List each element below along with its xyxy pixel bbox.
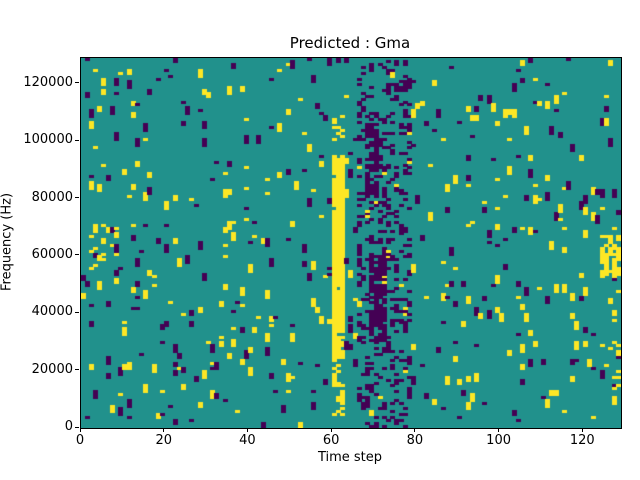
- x-tick-label: 100: [486, 433, 511, 448]
- y-tick-label: 0: [64, 419, 73, 434]
- heatmap-canvas: [81, 58, 621, 428]
- x-tick-mark: [163, 428, 165, 432]
- y-tick-mark: [75, 254, 79, 256]
- y-tick-mark: [75, 82, 79, 84]
- x-tick-mark: [498, 428, 500, 432]
- y-tick-mark: [75, 426, 79, 428]
- x-tick-mark: [414, 428, 416, 432]
- y-axis-label: Frequency (Hz): [0, 192, 15, 292]
- x-tick-mark: [79, 428, 81, 432]
- x-tick-mark: [330, 428, 332, 432]
- y-tick-label: 60000: [31, 246, 73, 262]
- x-tick-mark: [246, 428, 248, 432]
- y-tick-mark: [75, 311, 79, 313]
- y-tick-mark: [75, 369, 79, 371]
- x-tick-label: 60: [322, 433, 340, 448]
- y-tick-label: 40000: [31, 304, 73, 320]
- x-axis-label: Time step: [317, 450, 383, 465]
- y-tick-label: 20000: [31, 361, 73, 377]
- x-tick-label: 40: [239, 433, 256, 448]
- x-tick-mark: [581, 428, 583, 432]
- x-tick-label: 120: [569, 433, 595, 448]
- x-tick-label: 0: [75, 433, 85, 448]
- y-tick-mark: [75, 197, 79, 199]
- x-tick-label: 20: [155, 433, 172, 448]
- plot-area: [80, 57, 622, 429]
- y-tick-label: 100000: [23, 132, 73, 148]
- x-tick-label: 80: [406, 433, 424, 448]
- y-tick-label: 80000: [31, 189, 73, 205]
- y-tick-label: 120000: [23, 74, 73, 90]
- chart-title: Predicted : Gma: [289, 34, 411, 52]
- y-tick-mark: [75, 139, 79, 141]
